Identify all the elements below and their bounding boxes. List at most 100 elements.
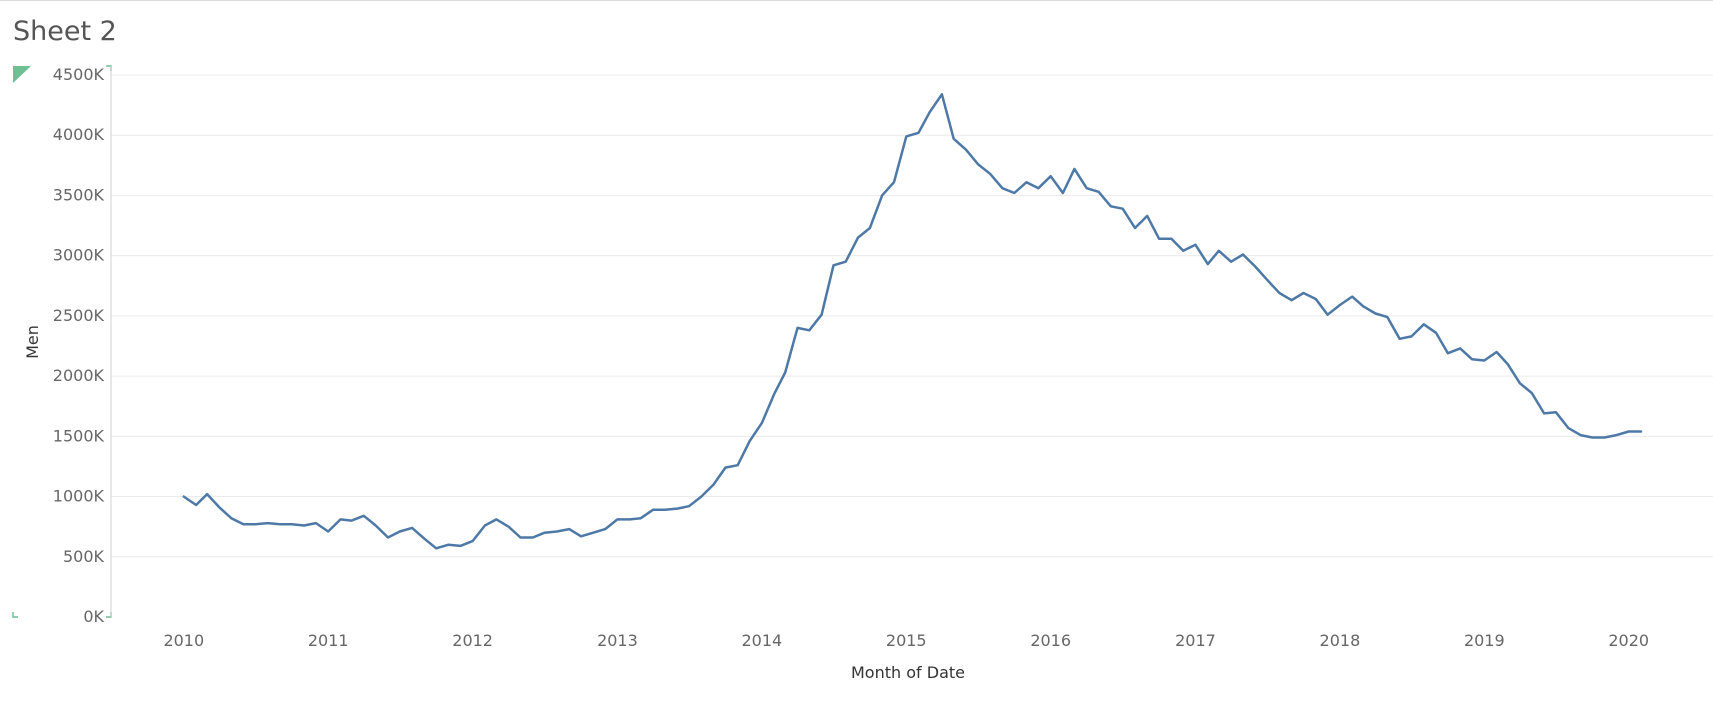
data-point[interactable] <box>193 502 199 508</box>
data-point[interactable] <box>1409 333 1415 339</box>
data-point[interactable] <box>711 482 717 488</box>
data-point[interactable] <box>1144 213 1150 219</box>
sheet-marker-icon[interactable] <box>13 66 31 83</box>
data-point[interactable] <box>1048 173 1054 179</box>
data-point[interactable] <box>1457 345 1463 351</box>
data-point[interactable] <box>1289 297 1295 303</box>
data-point[interactable] <box>506 524 512 530</box>
data-point[interactable] <box>1060 190 1066 196</box>
data-point[interactable] <box>903 133 909 139</box>
data-point[interactable] <box>1397 336 1403 342</box>
data-point[interactable] <box>855 235 861 241</box>
data-point[interactable] <box>1096 189 1102 195</box>
data-point[interactable] <box>1108 203 1114 209</box>
data-point[interactable] <box>1469 356 1475 362</box>
data-point[interactable] <box>722 465 728 471</box>
data-point[interactable] <box>1193 242 1199 248</box>
data-point[interactable] <box>602 526 608 532</box>
data-point[interactable] <box>1024 179 1030 185</box>
data-point[interactable] <box>698 494 704 500</box>
data-point[interactable] <box>987 171 993 177</box>
data-point[interactable] <box>1433 330 1439 336</box>
data-point[interactable] <box>879 192 885 198</box>
data-point[interactable] <box>1120 206 1126 212</box>
data-point[interactable] <box>1349 294 1355 300</box>
data-point[interactable] <box>433 545 439 551</box>
data-point[interactable] <box>939 91 945 97</box>
data-point[interactable] <box>1505 361 1511 367</box>
data-point[interactable] <box>482 523 488 529</box>
data-point[interactable] <box>819 312 825 318</box>
data-point[interactable] <box>277 521 283 527</box>
data-point[interactable] <box>1168 236 1174 242</box>
data-point[interactable] <box>1313 296 1319 302</box>
data-point[interactable] <box>1252 264 1258 270</box>
data-point[interactable] <box>1011 190 1017 196</box>
data-point[interactable] <box>891 179 897 185</box>
data-point[interactable] <box>686 503 692 509</box>
data-point[interactable] <box>771 391 777 397</box>
data-point[interactable] <box>289 521 295 527</box>
data-point[interactable] <box>1626 429 1632 435</box>
data-point[interactable] <box>951 136 957 142</box>
data-point[interactable] <box>1276 290 1282 296</box>
data-point[interactable] <box>204 491 210 497</box>
data-point[interactable] <box>361 513 367 519</box>
data-point[interactable] <box>313 520 319 526</box>
data-point[interactable] <box>181 494 187 500</box>
data-point[interactable] <box>1071 166 1077 172</box>
data-point[interactable] <box>216 504 222 510</box>
data-point[interactable] <box>457 543 463 549</box>
data-point[interactable] <box>566 526 572 532</box>
data-point[interactable] <box>349 518 355 524</box>
data-point[interactable] <box>795 325 801 331</box>
data-point[interactable] <box>1494 349 1500 355</box>
data-point[interactable] <box>843 259 849 265</box>
data-point[interactable] <box>542 530 548 536</box>
data-point[interactable] <box>747 438 753 444</box>
data-point[interactable] <box>975 161 981 167</box>
data-point[interactable] <box>1205 261 1211 267</box>
data-point[interactable] <box>554 529 560 535</box>
series-line[interactable] <box>182 93 1643 550</box>
data-point[interactable] <box>916 130 922 136</box>
data-point[interactable] <box>446 542 452 548</box>
data-point[interactable] <box>614 516 620 522</box>
data-point[interactable] <box>1132 225 1138 231</box>
data-point[interactable] <box>590 530 596 536</box>
data-point[interactable] <box>867 225 873 231</box>
data-point[interactable] <box>1638 429 1644 435</box>
data-point[interactable] <box>470 538 476 544</box>
data-point[interactable] <box>1084 185 1090 191</box>
data-point[interactable] <box>530 535 536 541</box>
data-point[interactable] <box>650 507 656 513</box>
data-point[interactable] <box>252 521 258 527</box>
data-point[interactable] <box>493 516 499 522</box>
data-point[interactable] <box>1325 312 1331 318</box>
data-point[interactable] <box>1384 314 1390 320</box>
data-point[interactable] <box>927 109 933 115</box>
data-point[interactable] <box>735 462 741 468</box>
data-point[interactable] <box>241 521 247 527</box>
data-point[interactable] <box>1445 350 1451 356</box>
data-point[interactable] <box>338 516 344 522</box>
data-point[interactable] <box>674 506 680 512</box>
data-point[interactable] <box>1228 259 1234 265</box>
data-point[interactable] <box>1180 248 1186 254</box>
data-point[interactable] <box>1421 321 1427 327</box>
data-point[interactable] <box>638 515 644 521</box>
data-point[interactable] <box>228 515 234 521</box>
data-point[interactable] <box>518 535 524 541</box>
data-point[interactable] <box>759 420 765 426</box>
data-point[interactable] <box>325 529 331 535</box>
data-point[interactable] <box>1337 302 1343 308</box>
data-point[interactable] <box>1578 432 1584 438</box>
data-point[interactable] <box>1541 410 1547 416</box>
data-point[interactable] <box>999 185 1005 191</box>
data-point[interactable] <box>782 370 788 376</box>
data-point[interactable] <box>806 327 812 333</box>
data-point[interactable] <box>421 536 427 542</box>
data-point[interactable] <box>1517 380 1523 386</box>
data-point[interactable] <box>397 529 403 535</box>
data-point[interactable] <box>662 507 668 513</box>
